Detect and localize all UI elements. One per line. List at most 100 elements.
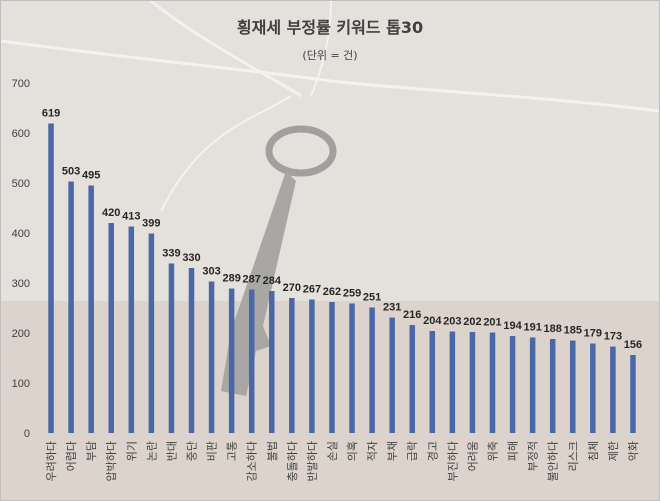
category-label: 충돌하다 [285, 441, 299, 481]
bar [349, 303, 355, 433]
bar [529, 337, 536, 433]
bar [128, 226, 135, 433]
data-label: 267 [303, 284, 321, 296]
data-label: 284 [263, 275, 282, 287]
data-label: 156 [624, 339, 642, 351]
category-label: 우려하다 [44, 441, 58, 481]
bar [570, 340, 576, 433]
data-label: 339 [162, 248, 180, 260]
data-label: 330 [182, 252, 200, 264]
data-label: 231 [383, 302, 401, 314]
category-label: 고통 [226, 441, 239, 461]
y-tick-label: 600 [12, 128, 30, 140]
data-label: 185 [564, 325, 582, 337]
category-label: 위축 [487, 441, 500, 461]
data-label: 179 [584, 328, 602, 340]
bar [590, 343, 596, 433]
category-label: 어려움 [466, 441, 479, 471]
bar [369, 307, 375, 433]
data-label: 259 [343, 288, 361, 300]
category-label: 의혹 [345, 441, 359, 461]
data-label: 251 [363, 292, 381, 304]
data-label: 270 [283, 282, 301, 294]
data-label: 413 [122, 211, 140, 223]
bar [228, 288, 235, 433]
category-label: 부정적 [527, 441, 540, 471]
bar [248, 289, 255, 433]
bar [309, 299, 315, 433]
category-label: 부담 [85, 441, 98, 461]
bar [429, 331, 436, 433]
category-label: 피해 [506, 441, 520, 461]
category-label: 침체 [587, 441, 600, 461]
data-label: 203 [443, 316, 461, 328]
category-label: 악화 [627, 441, 640, 461]
bar [329, 302, 335, 433]
category-label: 비판 [206, 441, 219, 461]
category-label: 부채 [386, 441, 399, 461]
category-label: 중단 [186, 441, 199, 461]
category-label: 반발하다 [305, 441, 319, 481]
bar [389, 317, 395, 433]
category-label: 제한 [607, 441, 620, 461]
y-axis: 0 100 200 300 400 500 600 700 [12, 78, 30, 440]
bar [449, 331, 456, 433]
data-label: 287 [243, 274, 261, 286]
data-label: 216 [403, 309, 421, 321]
y-tick-label: 500 [12, 178, 30, 190]
y-tick-label: 700 [12, 78, 30, 90]
category-label: 리스크 [567, 441, 580, 471]
category-label: 압박하다 [104, 441, 118, 481]
data-label: 619 [42, 108, 60, 120]
category-labels: 우려하다 어렵다 부담 압박하다 위기 논란 반대 중단 비판 고통 감소하다 불법 충돌하다 반발하다 손… [44, 441, 640, 481]
category-label: 적자 [366, 441, 379, 461]
category-label: 불법 [266, 441, 279, 461]
y-tick-label: 0 [24, 428, 30, 440]
bar [168, 263, 175, 433]
category-label: 감소하다 [245, 441, 259, 481]
bar [630, 355, 636, 433]
y-tick-label: 300 [12, 278, 30, 290]
data-label: 399 [142, 218, 160, 230]
bar [469, 332, 476, 433]
bar [509, 336, 516, 433]
data-label: 495 [82, 170, 100, 182]
chart-subtitle: (단위 = 건) [302, 49, 357, 62]
data-label: 201 [483, 317, 501, 329]
data-label: 289 [222, 273, 240, 285]
data-label: 191 [523, 322, 541, 334]
category-label: 불안하다 [546, 441, 560, 481]
category-label: 어렵다 [65, 441, 78, 471]
y-tick-label: 100 [12, 378, 30, 390]
category-label: 손실 [326, 441, 339, 461]
bar [289, 298, 295, 433]
data-label: 194 [503, 320, 522, 332]
data-label: 188 [544, 323, 562, 335]
bar [208, 281, 215, 433]
bar [489, 332, 496, 433]
bar [148, 233, 155, 433]
bars [48, 123, 636, 433]
data-label: 204 [423, 315, 442, 327]
bar [610, 346, 616, 433]
data-label: 173 [604, 331, 622, 343]
category-label: 경고 [426, 441, 439, 461]
category-label: 급락 [406, 441, 419, 461]
bar [108, 223, 114, 433]
data-label: 202 [463, 316, 481, 328]
data-label: 303 [202, 266, 220, 278]
bar [549, 339, 556, 433]
bar [188, 268, 195, 433]
data-label: 503 [62, 166, 80, 178]
chart-title: 횡재세 부정률 키워드 톱30 [237, 18, 423, 37]
category-label: 반대 [165, 441, 178, 461]
bar [269, 291, 275, 433]
category-label: 부진하다 [445, 441, 459, 481]
y-tick-label: 400 [12, 228, 30, 240]
category-label: 위기 [125, 441, 138, 461]
data-label: 420 [102, 207, 120, 219]
bar [409, 325, 415, 433]
